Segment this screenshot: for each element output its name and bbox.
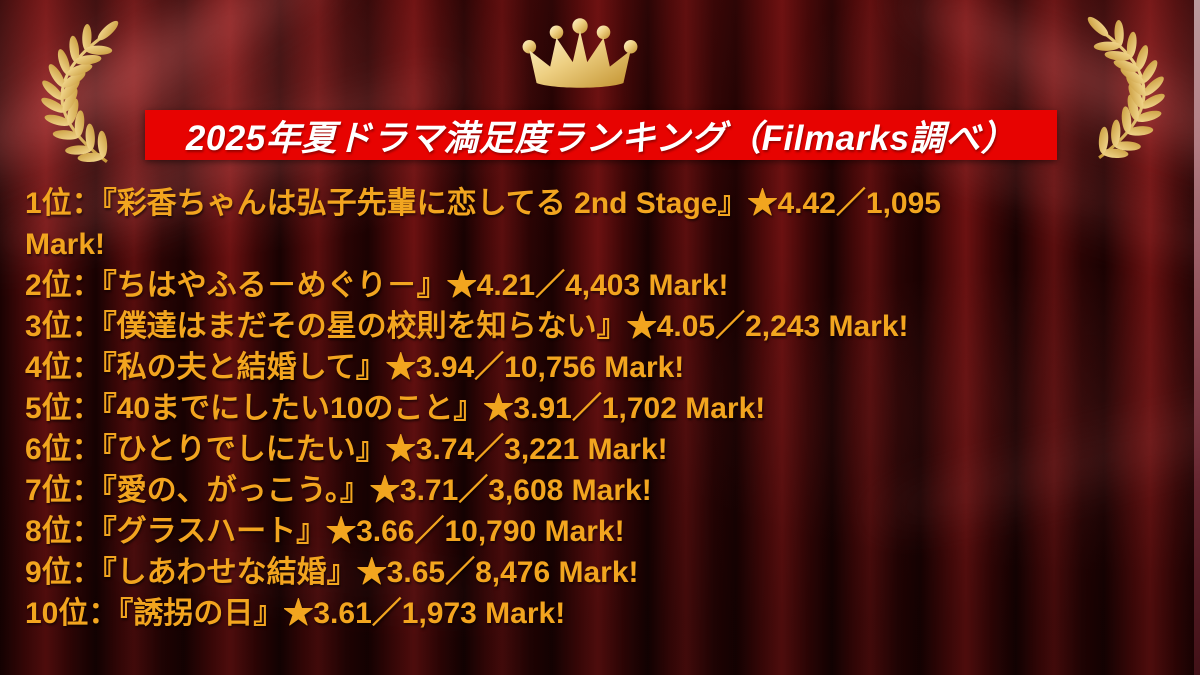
rating-stats: ★4.21／4,403 Mark! <box>446 269 729 302</box>
rating-stats: ★3.74／3,221 Mark! <box>385 433 668 466</box>
ranking-row-2: 2位：『ちはやふる－めぐり－』★4.21／4,403 Mark! <box>25 265 1170 306</box>
ranking-row-4: 4位：『私の夫と結婚して』★3.94／10,756 Mark! <box>25 347 1170 388</box>
drama-title: 『私の夫と結婚して』 <box>101 351 386 384</box>
rank-label: 1位： <box>25 187 102 220</box>
rating-stats: ★3.66／10,790 Mark! <box>326 515 625 548</box>
right-edge-strip <box>1194 0 1200 675</box>
rank-label: 8位： <box>25 515 102 548</box>
drama-title: 『僕達はまだその星の校則を知らない』 <box>101 310 627 343</box>
ranking-row-7: 7位：『愛の、がっこう。』★3.71／3,608 Mark! <box>25 470 1170 511</box>
rank-label: 5位： <box>25 392 102 425</box>
rank-label: 2位： <box>25 269 102 302</box>
rank-label: 3位： <box>25 310 102 343</box>
drama-title: 『グラスハート』 <box>101 515 327 548</box>
ranking-row-1: 1位：『彩香ちゃんは弘子先輩に恋してる 2nd Stage』★4.42／1,09… <box>25 183 1170 265</box>
crown-icon <box>522 18 638 88</box>
rank-label: 7位： <box>25 474 102 507</box>
ranking-row-6: 6位：『ひとりでしにたい』★3.74／3,221 Mark! <box>25 429 1170 470</box>
drama-title: 『しあわせな結婚』 <box>101 556 357 589</box>
ranking-row-5: 5位：『40までにしたい10のこと』★3.91／1,702 Mark! <box>25 388 1170 429</box>
rating-stats: ★3.61／1,973 Mark! <box>283 597 566 630</box>
rating-stats: ★4.05／2,243 Mark! <box>626 310 909 343</box>
ranking-list: 1位：『彩香ちゃんは弘子先輩に恋してる 2nd Stage』★4.42／1,09… <box>25 183 1170 634</box>
rank-label: 10位： <box>25 597 119 630</box>
drama-title: 『誘拐の日』 <box>118 597 284 630</box>
ranking-row-10: 10位：『誘拐の日』★3.61／1,973 Mark! <box>25 593 1170 634</box>
rank-label: 4位： <box>25 351 102 384</box>
rating-stats: ★3.94／10,756 Mark! <box>385 351 685 384</box>
page-title: 2025年夏ドラマ満足度ランキング（Filmarks調べ） <box>185 118 1017 158</box>
laurel-branch-icon <box>41 20 119 164</box>
rating-stats: ★3.71／3,608 Mark! <box>369 474 652 507</box>
drama-title: 『ちはやふる－めぐり－』 <box>101 269 447 302</box>
ranking-row-9: 9位：『しあわせな結婚』★3.65／8,476 Mark! <box>25 552 1170 593</box>
rating-stats: ★4.42／1,095 Mark! <box>25 187 941 261</box>
ranking-row-8: 8位：『グラスハート』★3.66／10,790 Mark! <box>25 511 1170 552</box>
title-banner: 2025年夏ドラマ満足度ランキング（Filmarks調べ） <box>145 110 1057 160</box>
rating-stats: ★3.91／1,702 Mark! <box>483 392 766 425</box>
drama-title: 『ひとりでしにたい』 <box>101 433 386 466</box>
drama-title: 『愛の、がっこう。』 <box>101 474 370 507</box>
drama-title: 『40までにしたい10のこと』 <box>101 392 484 425</box>
drama-title: 『彩香ちゃんは弘子先輩に恋してる 2nd Stage』 <box>101 187 748 220</box>
rating-stats: ★3.65／8,476 Mark! <box>356 556 639 589</box>
rank-label: 6位： <box>25 433 102 466</box>
rank-label: 9位： <box>25 556 102 589</box>
laurel-branch-icon <box>1087 16 1165 160</box>
ranking-row-3: 3位：『僕達はまだその星の校則を知らない』★4.05／2,243 Mark! <box>25 306 1170 347</box>
